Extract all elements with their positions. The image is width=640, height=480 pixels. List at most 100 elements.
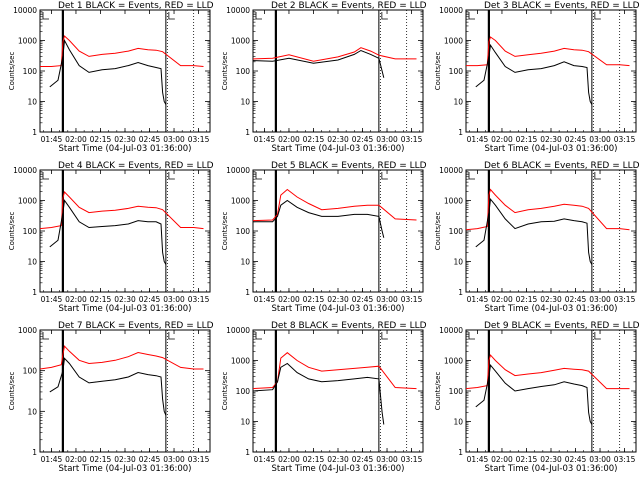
x-tick-label: 01:45 bbox=[467, 295, 489, 304]
x-tick-label: 03:15 bbox=[401, 455, 423, 464]
y-axis-label: Counts/sec bbox=[8, 212, 16, 251]
x-tick-label: 02:30 bbox=[540, 295, 562, 304]
x-axis-label: Start Time (04-Jul-03 01:36:00) bbox=[272, 144, 405, 154]
interval-corner-mark bbox=[468, 172, 475, 180]
x-tick-label: 03:00 bbox=[589, 295, 611, 304]
x-tick-label: 02:45 bbox=[565, 135, 587, 144]
series-line-lld bbox=[465, 354, 630, 390]
series-line-events bbox=[49, 199, 167, 265]
chart-panel: Det 6 BLACK = Events, RED = LLD 01:45 02:0… bbox=[434, 161, 640, 314]
y-tick-label: 100 bbox=[236, 67, 251, 76]
series-line-lld bbox=[252, 188, 417, 222]
y-tick-label: 10 bbox=[453, 98, 463, 107]
x-tick-label: 03:00 bbox=[589, 135, 611, 144]
y-tick-label: 100 bbox=[236, 227, 251, 236]
x-tick-label: 03:00 bbox=[376, 455, 398, 464]
x-tick-label: 02:15 bbox=[90, 295, 112, 304]
chart-title: Det 7 BLACK = Events, RED = LLD bbox=[58, 321, 214, 331]
chart-title: Det 1 BLACK = Events, RED = LLD bbox=[58, 1, 214, 11]
x-tick-label: 03:00 bbox=[589, 455, 611, 464]
series-line-lld bbox=[252, 352, 417, 390]
y-tick-label: 1 bbox=[245, 288, 250, 297]
chart-panel: Det 7 BLACK = Events, RED = LLD 01:45 02:0… bbox=[8, 321, 214, 474]
x-tick-label: 01:45 bbox=[41, 455, 63, 464]
interval-corner-mark bbox=[468, 12, 475, 20]
interval-corner-mark bbox=[255, 172, 262, 180]
y-tick-label: 10 bbox=[27, 258, 37, 267]
interval-corner-mark bbox=[168, 332, 175, 340]
y-tick-label: 1 bbox=[458, 288, 463, 297]
x-tick-label: 02:45 bbox=[565, 455, 587, 464]
y-tick-label: 100 bbox=[23, 367, 38, 376]
y-tick-label: 100 bbox=[236, 387, 251, 396]
chart-title: Det 5 BLACK = Events, RED = LLD bbox=[271, 161, 427, 171]
x-tick-label: 03:00 bbox=[376, 135, 398, 144]
y-tick-label: 100 bbox=[449, 227, 464, 236]
x-tick-label: 02:15 bbox=[303, 135, 325, 144]
interval-corner-mark bbox=[594, 172, 601, 180]
x-tick-label: 02:30 bbox=[114, 455, 136, 464]
x-tick-label: 03:15 bbox=[401, 295, 423, 304]
interval-corner-mark bbox=[594, 12, 601, 20]
interval-corner-mark bbox=[594, 332, 601, 340]
y-tick-label: 10000 bbox=[226, 166, 250, 175]
x-tick-label: 02:00 bbox=[65, 295, 87, 304]
x-tick-label: 02:15 bbox=[516, 135, 538, 144]
interval-corner-mark bbox=[42, 12, 49, 20]
chart-panel: Det 5 BLACK = Events, RED = LLD 01:45 02:0… bbox=[221, 161, 427, 314]
x-tick-label: 02:15 bbox=[516, 295, 538, 304]
y-tick-label: 1000 bbox=[18, 37, 37, 46]
x-tick-label: 03:15 bbox=[401, 135, 423, 144]
y-tick-label: 10000 bbox=[439, 166, 463, 175]
y-tick-label: 1 bbox=[32, 288, 37, 297]
y-axis-label: Counts/sec bbox=[434, 212, 442, 251]
y-tick-label: 10000 bbox=[439, 326, 463, 335]
y-axis-label: Counts/sec bbox=[221, 372, 229, 411]
x-tick-label: 01:45 bbox=[254, 135, 276, 144]
x-tick-label: 02:00 bbox=[278, 455, 300, 464]
chart-title: Det 3 BLACK = Events, RED = LLD bbox=[484, 1, 640, 11]
interval-corner-mark bbox=[168, 172, 175, 180]
x-axis-label: Start Time (04-Jul-03 01:36:00) bbox=[59, 304, 192, 314]
x-tick-label: 02:15 bbox=[516, 455, 538, 464]
x-tick-label: 02:30 bbox=[540, 455, 562, 464]
series-line-lld bbox=[39, 345, 204, 370]
y-tick-label: 10 bbox=[27, 407, 37, 416]
y-tick-label: 10 bbox=[240, 98, 250, 107]
y-axis-label: Counts/sec bbox=[8, 372, 16, 411]
plot-frame bbox=[39, 329, 211, 453]
y-tick-label: 1 bbox=[32, 448, 37, 457]
interval-corner-mark bbox=[381, 332, 388, 340]
x-tick-label: 03:15 bbox=[614, 135, 636, 144]
x-tick-label: 02:45 bbox=[565, 295, 587, 304]
series-line-events bbox=[475, 197, 593, 265]
y-tick-label: 1000 bbox=[231, 357, 250, 366]
x-tick-label: 03:00 bbox=[163, 455, 185, 464]
y-tick-label: 10 bbox=[240, 258, 250, 267]
y-tick-label: 10000 bbox=[13, 6, 37, 15]
y-tick-label: 1000 bbox=[231, 197, 250, 206]
plot-frame bbox=[39, 9, 211, 133]
y-tick-label: 1 bbox=[245, 448, 250, 457]
interval-corner-mark bbox=[468, 332, 475, 340]
x-tick-label: 02:45 bbox=[352, 135, 374, 144]
chart-title: Det 2 BLACK = Events, RED = LLD bbox=[271, 1, 427, 11]
series-line-events bbox=[252, 49, 385, 78]
x-tick-label: 03:15 bbox=[188, 455, 210, 464]
y-tick-label: 1000 bbox=[444, 37, 463, 46]
x-tick-label: 02:15 bbox=[90, 455, 112, 464]
x-tick-label: 02:00 bbox=[278, 295, 300, 304]
series-line-lld bbox=[252, 47, 417, 62]
x-tick-label: 02:15 bbox=[90, 135, 112, 144]
interval-corner-mark bbox=[255, 12, 262, 20]
y-tick-label: 1 bbox=[458, 128, 463, 137]
series-line-events bbox=[252, 362, 385, 425]
chart-panel: Det 4 BLACK = Events, RED = LLD 01:45 02:0… bbox=[8, 161, 214, 314]
x-axis-label: Start Time (04-Jul-03 01:36:00) bbox=[272, 304, 405, 314]
y-tick-label: 10 bbox=[453, 258, 463, 267]
x-axis-label: Start Time (04-Jul-03 01:36:00) bbox=[485, 144, 618, 154]
x-tick-label: 03:00 bbox=[163, 295, 185, 304]
y-tick-label: 1 bbox=[32, 128, 37, 137]
y-tick-label: 10 bbox=[27, 98, 37, 107]
x-tick-label: 02:45 bbox=[139, 455, 161, 464]
